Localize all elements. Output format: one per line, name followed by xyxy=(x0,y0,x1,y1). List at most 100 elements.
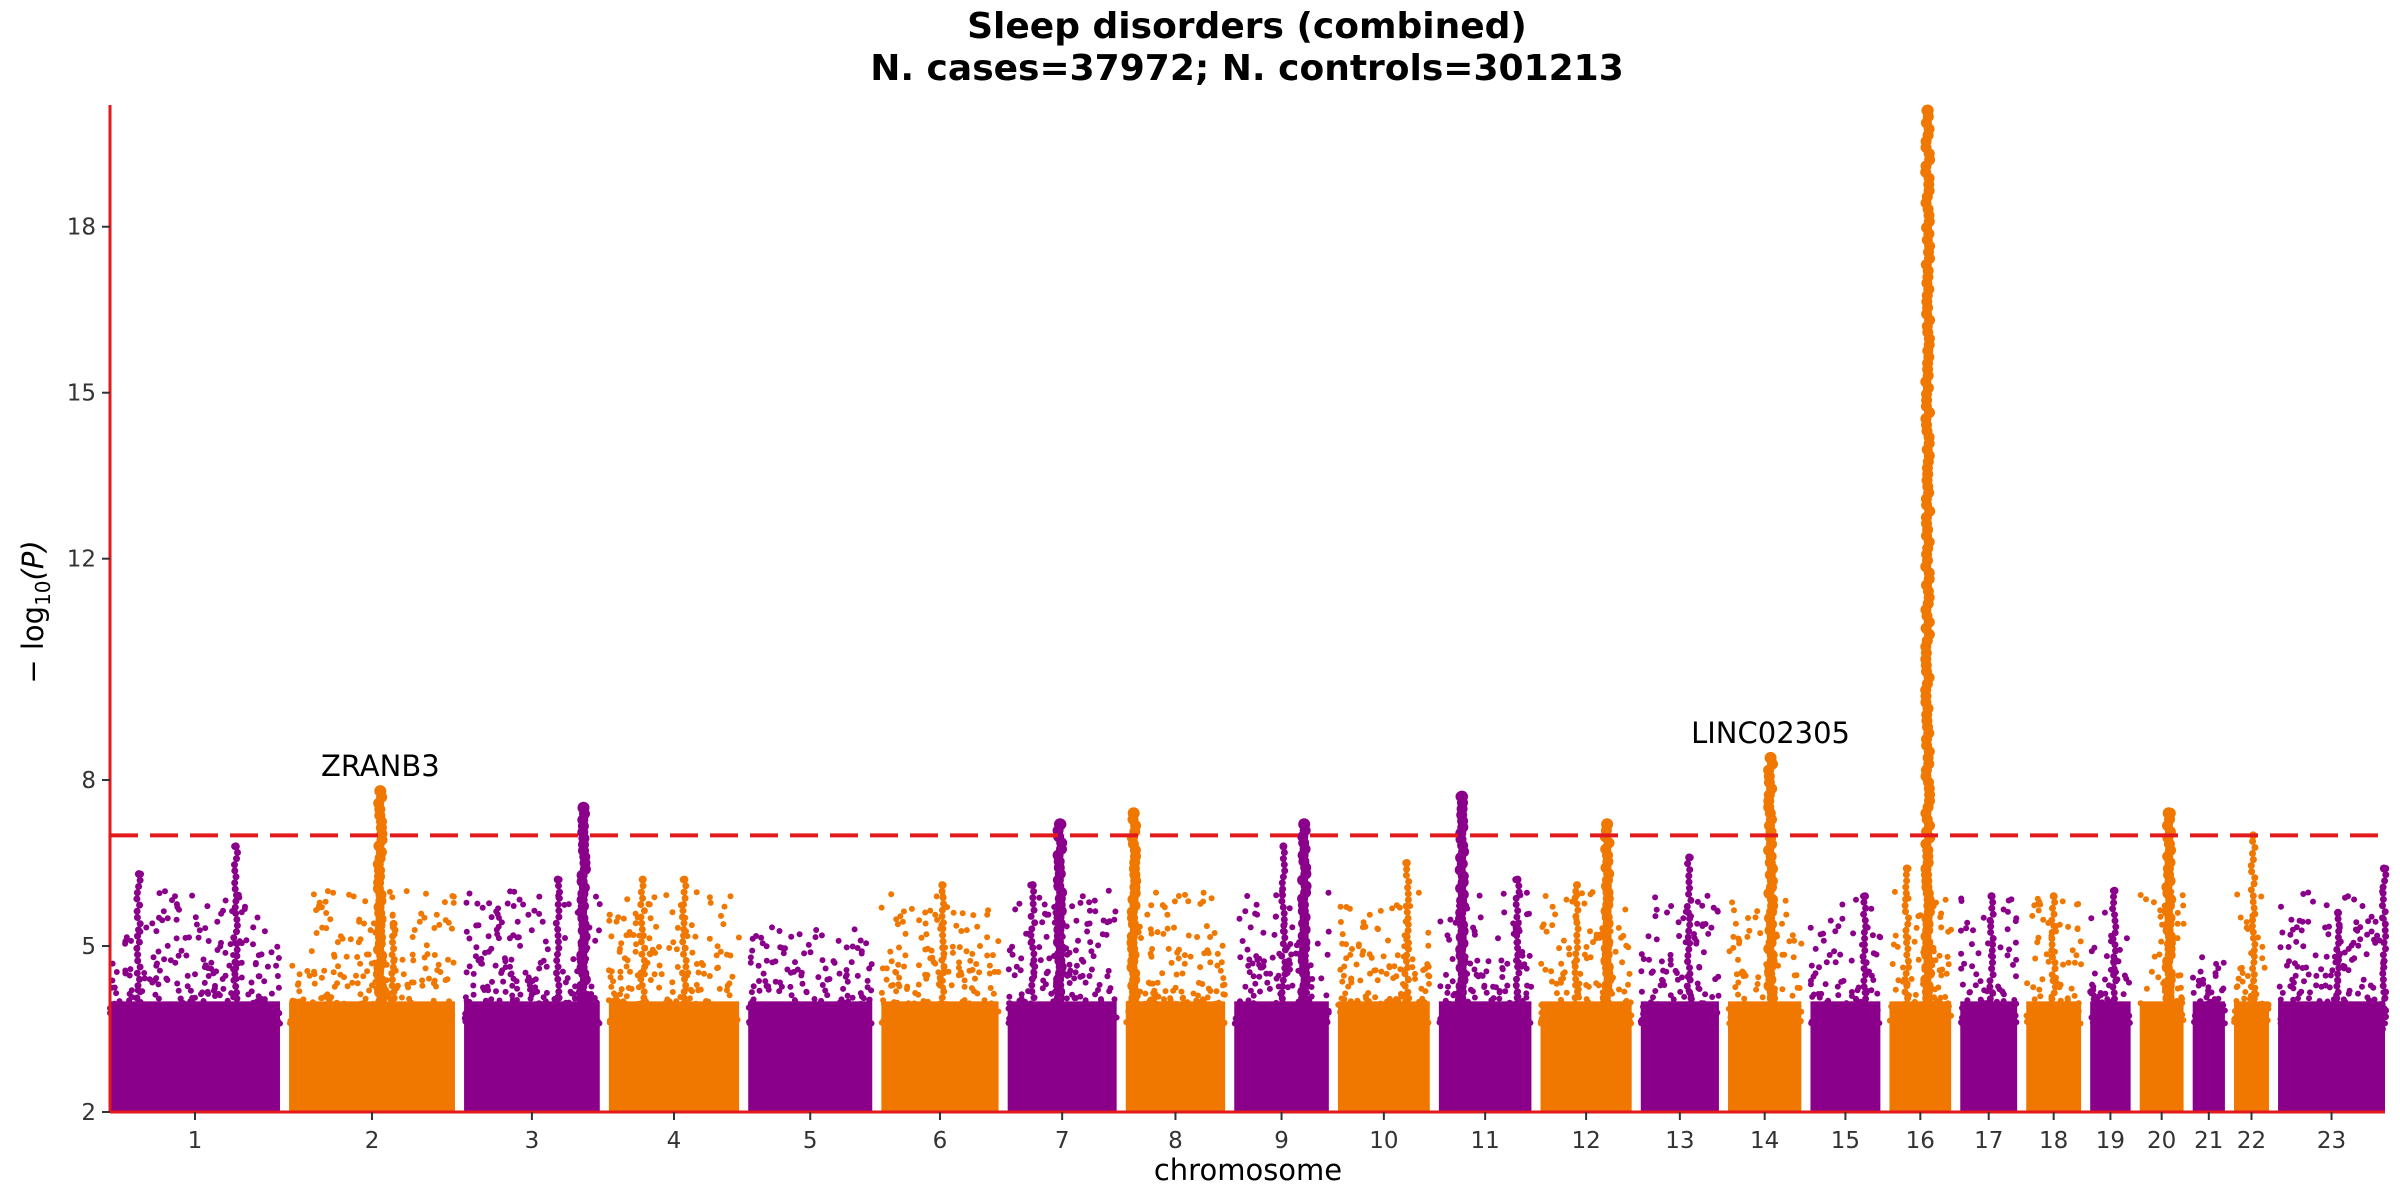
snp-point xyxy=(2061,1006,2067,1013)
snp-point xyxy=(770,1015,777,1022)
snp-point xyxy=(986,970,993,977)
snp-point xyxy=(1357,1012,1364,1019)
snp-point xyxy=(153,962,160,969)
snp-point xyxy=(1886,1017,1893,1024)
snp-point xyxy=(1871,1011,1878,1018)
snp-point xyxy=(977,943,983,949)
snp-point xyxy=(431,952,438,958)
snp-point xyxy=(761,1006,768,1013)
snp-point xyxy=(1618,1013,1625,1020)
snp-point xyxy=(1320,1020,1327,1027)
snp-point xyxy=(488,945,495,952)
snp-point xyxy=(915,981,922,988)
snp-point xyxy=(2123,935,2130,942)
snp-point xyxy=(2124,1019,2131,1026)
snp-point xyxy=(792,959,798,966)
snp-point xyxy=(143,1004,150,1010)
snp-point xyxy=(369,982,375,989)
snp-point xyxy=(178,947,185,954)
snp-point xyxy=(1378,968,1385,975)
snp-point xyxy=(1203,923,1210,930)
snp-point xyxy=(2031,1003,2038,1010)
snp-point xyxy=(1900,964,1906,971)
snp-point xyxy=(156,890,163,897)
peak-point xyxy=(680,1019,688,1027)
snp-point xyxy=(1264,979,1271,986)
snp-point xyxy=(188,1011,195,1018)
snp-point xyxy=(357,991,364,998)
snp-point xyxy=(1103,931,1110,938)
snp-point xyxy=(1098,998,1105,1005)
snp-point xyxy=(1754,908,1761,915)
snp-point xyxy=(1073,917,1080,924)
snp-point xyxy=(502,988,509,995)
snp-point xyxy=(2072,1009,2079,1016)
snp-point xyxy=(1796,985,1803,991)
snp-point xyxy=(1080,958,1087,965)
snp-point xyxy=(1938,924,1945,931)
snp-point xyxy=(1426,973,1433,980)
snp-point xyxy=(501,1014,508,1021)
snp-point xyxy=(1616,986,1622,993)
peak-point xyxy=(940,988,948,995)
snp-point xyxy=(2323,953,2330,960)
snp-point xyxy=(805,941,812,948)
snp-point xyxy=(1699,1020,1706,1027)
snp-point xyxy=(624,1009,631,1016)
snp-point xyxy=(2256,1011,2263,1018)
snp-point xyxy=(887,948,894,955)
snp-point xyxy=(1967,1016,1974,1023)
snp-point xyxy=(208,959,215,966)
snp-point xyxy=(1638,988,1645,995)
snp-point xyxy=(341,1000,347,1007)
snp-point xyxy=(498,919,505,926)
snp-point xyxy=(830,958,837,965)
snp-point xyxy=(506,1014,512,1021)
snp-point xyxy=(155,981,162,988)
snp-point xyxy=(1418,1007,1424,1014)
snp-point xyxy=(844,978,851,985)
snp-point xyxy=(491,1005,498,1012)
snp-point xyxy=(540,957,547,964)
snp-point xyxy=(731,1002,738,1009)
snp-point xyxy=(1384,1011,1391,1018)
snp-point xyxy=(268,949,275,956)
snp-point xyxy=(389,911,396,918)
snp-point xyxy=(431,977,438,984)
snp-point xyxy=(1538,960,1545,967)
snp-point xyxy=(961,997,968,1004)
snp-point xyxy=(1566,951,1573,958)
snp-point xyxy=(1502,1018,1509,1025)
snp-point xyxy=(1338,1020,1345,1027)
snp-point xyxy=(763,957,770,964)
snp-point xyxy=(2239,970,2246,976)
snp-point xyxy=(1341,963,1348,970)
peak-point xyxy=(1028,1025,1036,1033)
snp-point xyxy=(1104,973,1111,980)
snp-point xyxy=(268,1019,275,1026)
peak-point xyxy=(638,950,646,958)
snp-point xyxy=(1625,981,1631,988)
peak-point xyxy=(680,888,688,896)
snp-point xyxy=(1848,957,1855,964)
peak-point xyxy=(638,981,646,989)
snp-point xyxy=(479,960,485,967)
snp-point xyxy=(1781,951,1788,958)
snp-point xyxy=(1852,996,1859,1003)
snp-point xyxy=(2075,1000,2082,1007)
snp-point xyxy=(2221,1020,2228,1027)
snp-point xyxy=(1936,952,1943,959)
snp-point xyxy=(536,1000,542,1007)
peak-point xyxy=(136,988,144,996)
snp-point xyxy=(493,988,499,995)
snp-point xyxy=(2071,959,2078,966)
chromosome-6-points xyxy=(878,891,1002,1112)
snp-point xyxy=(1958,927,1964,934)
snp-point xyxy=(1389,905,1396,912)
snp-point xyxy=(1072,947,1079,954)
snp-point xyxy=(1790,954,1797,961)
snp-point xyxy=(1972,982,1979,989)
peak-point xyxy=(233,946,241,954)
snp-point xyxy=(1184,999,1191,1006)
